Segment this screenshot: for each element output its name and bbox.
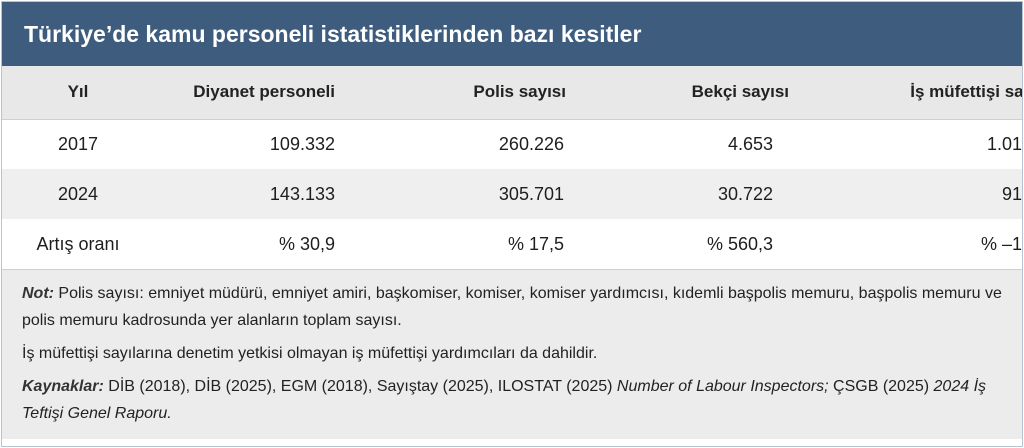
cell-diyanet: % 30,9 (278, 233, 335, 254)
cell-diyanet: 143.133 (269, 183, 335, 204)
card-title: Türkiye’de kamu personeli istatistikleri… (2, 2, 1022, 66)
note-label: Not: (22, 285, 54, 302)
cell-inspector: % –10 (980, 233, 1022, 254)
table-row: Artış oranı % 30,9 % 17,5 % 560,3 % –10 (2, 219, 1022, 269)
cell-police: % 17,5 (507, 233, 564, 254)
cell-year: 2024 (57, 183, 99, 204)
col-header-diyanet: Diyanet personeli (154, 66, 335, 120)
cell-watchman: % 560,3 (706, 233, 773, 254)
cell-inspector: 1.019 (986, 133, 1022, 154)
sources-label: Kaynaklar: (22, 378, 104, 395)
sources-italic-2: 2024 İş Teftişi Genel Raporu. (22, 378, 987, 422)
cell-inspector: 917 (1001, 183, 1022, 204)
col-header-watchman: Bekçi sayısı (578, 66, 801, 120)
table-row: 2024 143.133 305.701 30.722 917 (2, 169, 1022, 219)
sources-italic-1: Number of Labour Inspectors; (616, 378, 829, 395)
note-paragraph-2: İş müfettişi sayılarına denetim yetkisi … (22, 345, 598, 362)
cell-police: 305.701 (498, 183, 564, 204)
cell-watchman: 30.722 (717, 183, 773, 204)
col-header-year: Yıl (2, 66, 154, 120)
table-row: 2017 109.332 260.226 4.653 1.019 (2, 119, 1022, 169)
cell-diyanet: 109.332 (269, 133, 335, 154)
stats-table: Yıl Diyanet personeli Polis sayısı Bekçi… (2, 66, 1022, 269)
col-header-inspector: İş müfettişi sayısı (801, 66, 1022, 120)
cell-watchman: 4.653 (727, 133, 773, 154)
cell-year: Artış oranı (36, 233, 120, 254)
table-header-row: Yıl Diyanet personeli Polis sayısı Bekçi… (2, 66, 1022, 120)
cell-police: 260.226 (498, 133, 564, 154)
col-header-police: Polis sayısı (335, 66, 578, 120)
cell-year: 2017 (57, 133, 99, 154)
sources-text: DİB (2018), DİB (2025), EGM (2018), Sayı… (103, 378, 617, 395)
note-paragraph: Not: Polis sayısı: emniyet müdürü, emniy… (22, 280, 1002, 334)
sources-text-2: ÇSGB (2025) (828, 378, 934, 395)
sources-paragraph: Kaynaklar: DİB (2018), DİB (2025), EGM (… (22, 373, 1002, 427)
note-text: Polis sayısı: emniyet müdürü, emniyet am… (22, 285, 1002, 329)
notes-section: Not: Polis sayısı: emniyet müdürü, emniy… (2, 269, 1022, 439)
